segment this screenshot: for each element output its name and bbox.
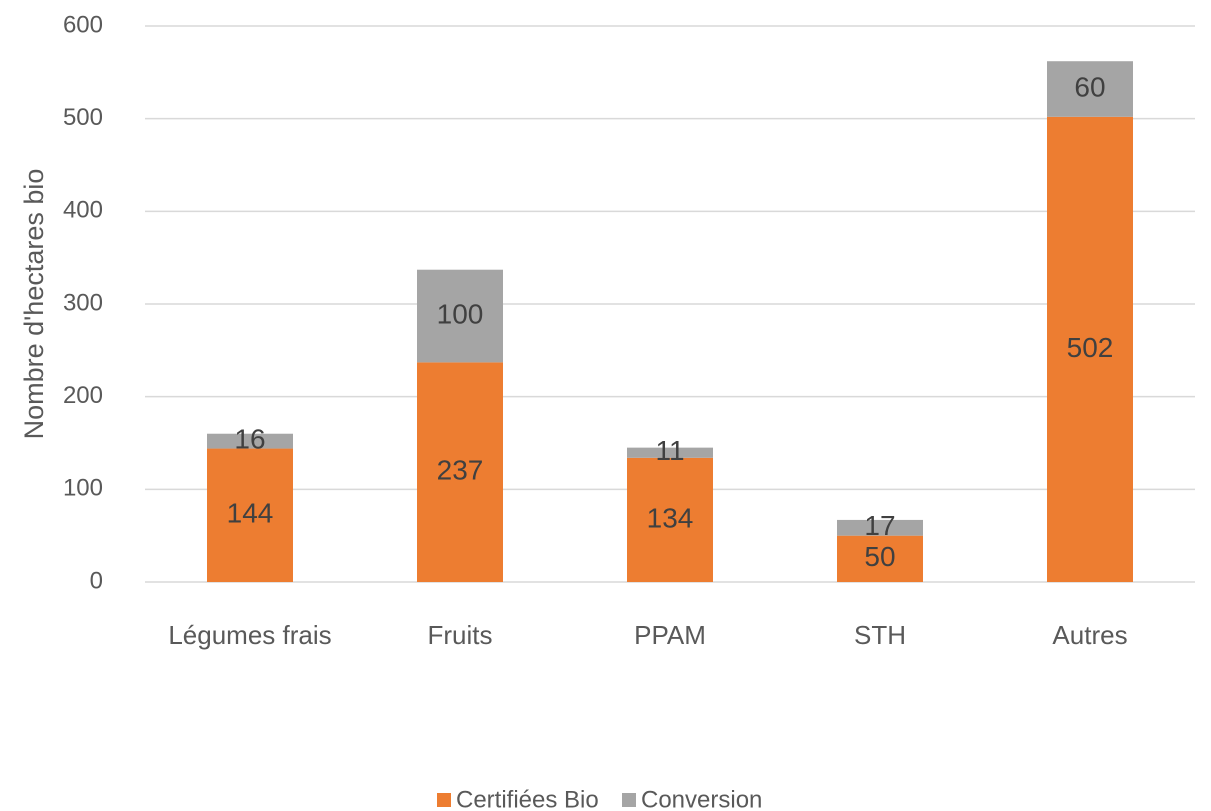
data-label: 237	[437, 455, 484, 486]
data-label: 134	[647, 502, 694, 533]
y-tick-label: 600	[63, 11, 103, 38]
bar-segment	[207, 433, 293, 449]
legend-swatch	[437, 793, 451, 807]
y-tick-label: 500	[63, 104, 103, 131]
bar-segment	[837, 535, 923, 582]
data-label: 11	[655, 435, 684, 466]
data-label: 60	[1074, 71, 1105, 102]
y-tick-label: 0	[90, 567, 103, 594]
data-label: 17	[864, 510, 895, 541]
x-tick-label: STH	[854, 620, 906, 650]
legend-label: Certifiées Bio	[456, 786, 599, 811]
data-label: 100	[437, 298, 484, 329]
x-tick-label: Légumes frais	[168, 620, 332, 650]
x-tick-label: PPAM	[634, 620, 706, 650]
y-tick-label: 100	[63, 475, 103, 502]
bar-segment	[627, 447, 713, 458]
y-tick-label: 200	[63, 382, 103, 409]
bar-segment	[837, 519, 923, 536]
data-label: 50	[864, 541, 895, 572]
bar-segment	[417, 362, 503, 582]
y-tick-label: 400	[63, 197, 103, 224]
data-label: 144	[227, 498, 274, 529]
x-tick-label: Fruits	[427, 620, 493, 650]
legend-swatch	[622, 793, 636, 807]
bar-segment	[1047, 116, 1133, 583]
data-label: 502	[1067, 332, 1114, 363]
bar-segment	[1047, 61, 1133, 117]
bar-segment	[627, 457, 713, 582]
legend-label: Conversion	[641, 786, 762, 811]
bar-segment	[417, 269, 503, 363]
data-label: 16	[234, 424, 265, 455]
bar-segment	[207, 448, 293, 582]
x-tick-label: Autres	[1052, 620, 1128, 650]
y-tick-label: 300	[63, 289, 103, 316]
y-axis-title: Nombre d'hectares bio	[19, 169, 49, 440]
